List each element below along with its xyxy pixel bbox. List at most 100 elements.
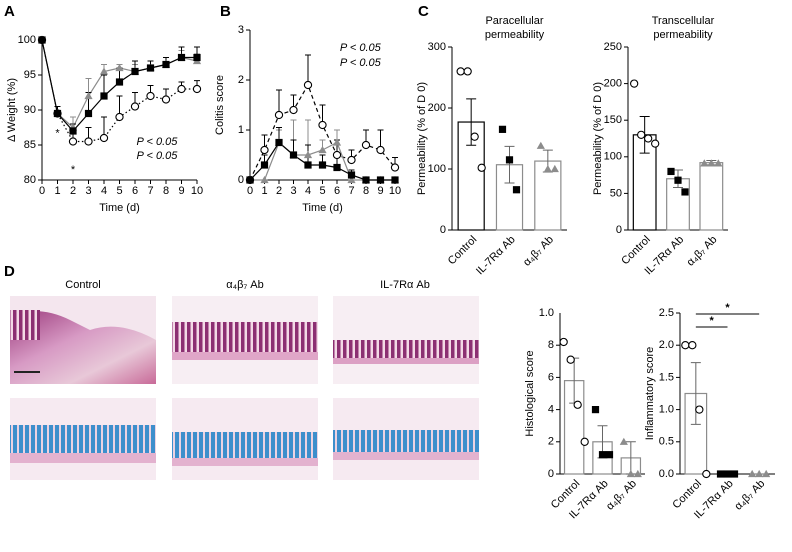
marker (716, 470, 725, 478)
y-tick-label: 200 (604, 78, 622, 90)
marker (53, 109, 62, 118)
tissue (333, 452, 479, 460)
marker (38, 36, 46, 44)
marker (332, 150, 342, 160)
x-tick-label: 2 (276, 185, 282, 197)
tissue (333, 340, 479, 358)
marker (162, 60, 170, 69)
marker (730, 470, 739, 478)
y-tick-label: 2.5 (659, 307, 674, 319)
annotation: P < 0.05 (340, 42, 382, 54)
y-tick-label: 100 (428, 163, 446, 175)
x-axis-label: Time (d) (302, 202, 343, 214)
tissue (172, 432, 318, 458)
marker (762, 469, 771, 478)
marker (146, 91, 155, 101)
x-tick-label: 8 (363, 185, 369, 197)
marker (146, 64, 155, 72)
y-tick-label: 85 (24, 139, 36, 151)
y-axis-label: Δ Weight (%) (6, 78, 18, 142)
marker (477, 163, 486, 172)
x-tick-label: 6 (334, 185, 340, 197)
marker (303, 80, 313, 90)
panel-label: A (4, 3, 15, 20)
histology-label: α₄β₇ Ab (226, 279, 263, 291)
y-tick-label: 0 (440, 224, 446, 236)
x-tick-label: 6 (132, 185, 138, 197)
marker (318, 120, 327, 130)
y-tick-label: 1.0 (659, 404, 674, 416)
marker (630, 79, 639, 88)
marker (550, 164, 559, 173)
tissue (172, 352, 318, 360)
error-bar (504, 145, 515, 184)
x-tick-label: α₄β₇ Ab (604, 478, 639, 513)
marker (714, 159, 723, 167)
marker (246, 176, 254, 184)
x-tick-label: Control (446, 234, 480, 268)
y-tick-label: 0.0 (659, 468, 674, 480)
marker (681, 341, 690, 350)
marker (748, 469, 757, 478)
x-tick-label: 3 (290, 185, 296, 197)
marker (100, 92, 108, 100)
tissue (172, 458, 318, 466)
y-tick-label: 2 (548, 436, 554, 448)
x-tick-label: α₄β₇ Ab (685, 234, 720, 269)
y-tick-label: 1 (238, 124, 244, 136)
y-tick-label: 0 (238, 174, 244, 186)
annotation: * (71, 164, 76, 176)
marker (391, 176, 399, 184)
marker (347, 171, 356, 179)
marker (536, 141, 545, 149)
marker (700, 159, 709, 167)
marker (177, 84, 186, 94)
marker (99, 67, 109, 75)
x-tick-label: α₄β₇ Ab (732, 478, 767, 513)
marker (681, 188, 689, 196)
marker (667, 167, 675, 176)
marker (591, 406, 600, 414)
tissue (333, 430, 479, 452)
marker (130, 102, 140, 111)
error-bar (305, 54, 311, 85)
marker (318, 161, 327, 169)
y-tick-label: 1.0 (539, 307, 554, 319)
chart-title: permeability (485, 29, 545, 41)
marker (376, 145, 385, 155)
x-axis-label: Time (d) (99, 202, 140, 214)
marker (651, 139, 660, 148)
marker (303, 150, 313, 159)
y-tick-label: 100 (18, 34, 36, 46)
y-tick-label: 2.0 (659, 339, 674, 351)
y-tick-label: 150 (604, 114, 622, 126)
marker (274, 110, 284, 120)
x-tick-label: 10 (191, 185, 203, 197)
x-tick-label: 4 (305, 185, 311, 197)
x-tick-label: 3 (85, 185, 91, 197)
marker (505, 156, 514, 164)
x-tick-label: 2 (70, 185, 76, 197)
error-bar (276, 89, 282, 115)
marker (177, 53, 186, 62)
chart-title: permeability (653, 29, 713, 41)
marker (543, 164, 552, 173)
tissue (10, 311, 156, 384)
scale-bar (14, 371, 40, 373)
marker (115, 78, 124, 86)
y-tick-label: 4 (548, 404, 554, 416)
y-tick-label: 200 (428, 102, 446, 114)
marker (633, 469, 642, 478)
marker (84, 91, 93, 100)
marker (275, 138, 283, 147)
marker (260, 175, 269, 184)
x-tick-label: 8 (163, 185, 169, 197)
y-tick-label: 100 (604, 151, 622, 163)
marker (84, 109, 93, 118)
marker (463, 67, 472, 76)
x-tick-label: 9 (377, 185, 383, 197)
chart-title: Transcellular (652, 15, 715, 27)
error-bar (690, 362, 701, 425)
histology-label: Control (65, 279, 100, 291)
y-tick-label: 3 (238, 24, 244, 36)
